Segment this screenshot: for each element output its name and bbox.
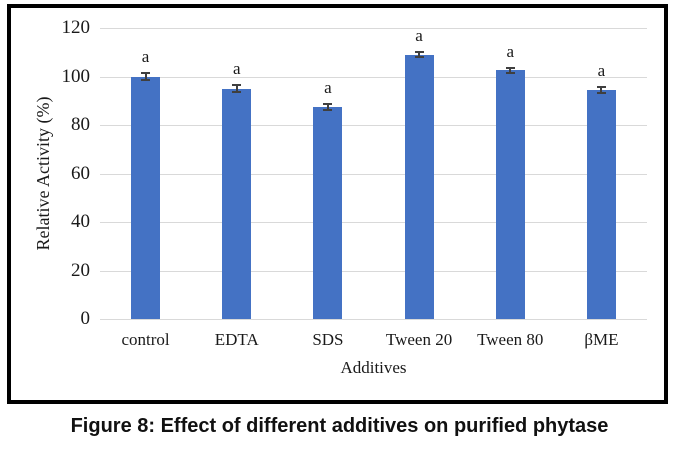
error-bar-cap	[141, 71, 151, 74]
bar-annotation: a	[597, 60, 606, 80]
error-bar-cap	[414, 56, 424, 59]
gridline	[100, 28, 647, 29]
error-bar-cap	[323, 102, 333, 105]
error-bar-cap	[141, 79, 151, 82]
error-bar-cap	[596, 91, 606, 94]
x-tick-label: SDS	[312, 330, 344, 349]
error-bar	[418, 52, 421, 58]
error-bar	[600, 86, 603, 93]
bar-annotation: a	[324, 77, 332, 97]
error-bar	[235, 85, 238, 92]
y-tick-label: 0	[80, 308, 91, 329]
bar	[586, 89, 616, 319]
gridline	[100, 125, 647, 126]
bar	[131, 76, 161, 319]
bar-annotation: a	[506, 41, 515, 61]
error-bar	[326, 103, 329, 110]
y-tick-label: 120	[61, 17, 91, 38]
figure-caption: Figure 8: Effect of different additives …	[70, 415, 609, 437]
chart-frame: Relative Activity (%) Additives 0 20 40 60 8…	[7, 4, 668, 404]
bar	[313, 106, 343, 319]
gridline	[100, 76, 647, 78]
x-tick-label: βME	[584, 330, 619, 349]
error-bar-cap	[414, 51, 424, 53]
gridline	[100, 173, 647, 175]
y-tick-label: 20	[71, 259, 90, 281]
x-tick-label: control	[121, 330, 170, 349]
error-bar-cap	[596, 85, 606, 88]
y-tick-label: 100	[61, 65, 91, 87]
bar	[404, 54, 434, 319]
bar-annotation: a	[141, 46, 150, 66]
error-bar-cap	[505, 66, 515, 69]
y-tick-label: 80	[71, 114, 90, 135]
error-bar-cap	[232, 90, 242, 93]
error-bar-cap	[505, 72, 515, 75]
bar	[222, 88, 252, 319]
y-tick-label: 40	[71, 211, 90, 232]
x-axis-title: Additives	[340, 358, 407, 377]
x-tick-label: Tween 20	[385, 330, 453, 349]
bar-annotation: a	[415, 26, 423, 45]
x-tick-label: EDTA	[214, 330, 259, 349]
gridline	[100, 319, 647, 320]
error-bar-cap	[323, 108, 333, 111]
error-bar	[509, 67, 512, 74]
gridline	[100, 222, 647, 223]
bar	[495, 70, 525, 319]
bar-annotation: a	[232, 59, 241, 79]
y-tick-label: 60	[71, 162, 90, 184]
x-tick-label: Tween 80	[477, 330, 544, 349]
gridline	[100, 270, 647, 272]
error-bar	[144, 72, 147, 81]
error-bar-cap	[232, 84, 242, 87]
